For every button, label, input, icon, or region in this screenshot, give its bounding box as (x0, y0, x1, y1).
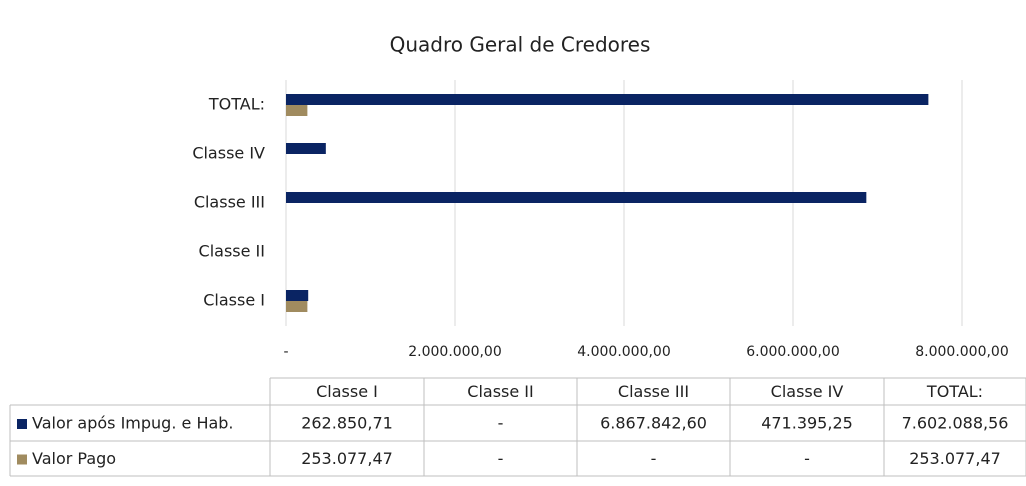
y-tick-label: Classe II (199, 242, 265, 261)
x-tick-label: 2.000.000,00 (408, 344, 502, 360)
table-cell: 253.077,47 (909, 449, 1001, 468)
table-cell: - (651, 449, 657, 468)
table-cell: 6.867.842,60 (600, 414, 707, 433)
table-cell: 262.850,71 (301, 414, 393, 433)
legend-swatch (17, 454, 27, 465)
table-cell: - (498, 414, 504, 433)
legend-label: Valor Pago (32, 449, 116, 468)
legend-label: Valor após Impug. e Hab. (32, 414, 234, 433)
bar (286, 94, 929, 105)
table-cell: - (804, 449, 810, 468)
table-header: Classe I (316, 382, 378, 401)
x-tick-label: 4.000.000,00 (577, 344, 671, 360)
y-tick-label: Classe I (203, 291, 265, 310)
x-tick-label: - (283, 344, 288, 360)
table-cell: 253.077,47 (301, 449, 393, 468)
x-tick-label: 6.000.000,00 (746, 344, 840, 360)
table-header: Classe III (618, 382, 689, 401)
bar (286, 290, 309, 301)
table-header: Classe II (467, 382, 533, 401)
y-tick-label: Classe IV (192, 144, 265, 163)
table-cell: 471.395,25 (761, 414, 853, 433)
table-cell: 7.602.088,56 (902, 414, 1009, 433)
table-header: TOTAL: (926, 382, 983, 401)
legend-swatch (17, 419, 27, 429)
y-tick-label: Classe III (194, 193, 265, 212)
x-tick-label: 8.000.000,00 (915, 344, 1009, 360)
table-cell: - (498, 449, 504, 468)
bar (286, 192, 867, 203)
bar (286, 143, 326, 154)
chart-title: Quadro Geral de Credores (390, 33, 651, 57)
bar (286, 301, 308, 312)
table-header: Classe IV (771, 382, 844, 401)
y-tick-label: TOTAL: (208, 95, 265, 114)
bar (286, 105, 308, 116)
